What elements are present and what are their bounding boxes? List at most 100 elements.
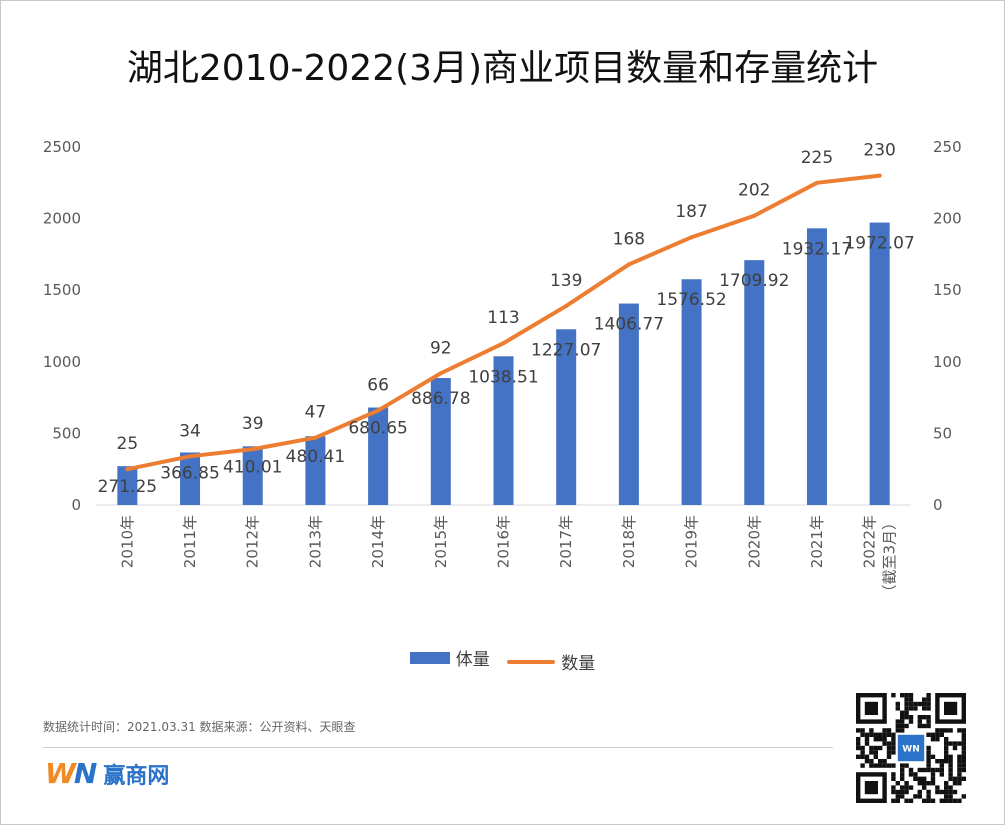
y-right-tick-label: 0 xyxy=(933,496,943,514)
brand-name: 赢商网 xyxy=(103,763,170,789)
x-tick-label-line: 2017年 xyxy=(557,515,575,568)
data-label-count: 25 xyxy=(117,434,139,454)
y-left-tick-label: 500 xyxy=(52,424,81,442)
data-label-volume: 1406.77 xyxy=(594,315,664,335)
combo-chart: 0 500 1000 1500 2000 2500 0 50 100 150 200 250 271.2… xyxy=(43,138,962,600)
data-label-count: 66 xyxy=(367,375,389,395)
x-tick-label: 2021年 xyxy=(808,515,826,568)
x-tick-label: 2019年 xyxy=(683,515,701,568)
x-tick-label: 2014年 xyxy=(369,515,387,568)
y-right-tick-label: 200 xyxy=(933,210,962,228)
x-tick-label: 2011年 xyxy=(181,515,199,568)
y-left-tick-label: 0 xyxy=(71,496,81,514)
y-right-tick-label: 150 xyxy=(933,281,962,299)
data-label-volume: 1932.17 xyxy=(782,239,852,259)
bar-volume xyxy=(242,446,263,505)
bar-volume xyxy=(493,356,514,505)
bar-volume xyxy=(556,329,577,505)
x-tick-label: 2022年 （截至3月） xyxy=(861,515,899,600)
y-right-tick-label: 50 xyxy=(933,424,952,442)
legend-swatch-volume xyxy=(409,651,450,664)
data-label-volume: 410.01 xyxy=(223,457,282,477)
data-label-count: 34 xyxy=(179,421,201,441)
x-tick-label: 2017年 xyxy=(557,515,575,568)
data-label-volume: 366.85 xyxy=(160,463,219,483)
x-tick-label-line: 2019年 xyxy=(683,515,701,568)
footer-divider xyxy=(43,747,833,748)
x-tick-label-line: 2015年 xyxy=(432,515,450,568)
bar-volume xyxy=(869,222,890,505)
data-label-volume: 1038.51 xyxy=(468,367,538,387)
legend-item-count: 数量 xyxy=(507,649,595,674)
x-tick-label-line: 2021年 xyxy=(808,515,826,568)
data-label-volume: 1972.07 xyxy=(844,234,914,254)
data-label-count: 187 xyxy=(675,202,707,222)
y-right-tick-label: 100 xyxy=(933,353,962,371)
bar-volume xyxy=(806,228,827,505)
x-tick-label-line: 2012年 xyxy=(244,515,262,568)
x-tick-label: 2015年 xyxy=(432,515,450,568)
data-label-volume: 271.25 xyxy=(98,477,157,497)
line-point-count xyxy=(188,454,193,459)
y-left-tick-label: 2000 xyxy=(43,210,81,228)
bar-volume xyxy=(117,466,138,505)
data-label-count: 225 xyxy=(801,148,833,168)
line-point-count xyxy=(313,435,318,440)
y-left-tick-label: 1500 xyxy=(43,281,81,299)
x-tick-label: 2020年 xyxy=(745,515,763,568)
data-label-volume: 1576.52 xyxy=(656,290,726,310)
data-label-count: 202 xyxy=(738,181,770,201)
x-tick-label-line: 2010年 xyxy=(118,515,136,568)
line-point-count xyxy=(814,180,819,185)
line-point-count xyxy=(501,341,506,346)
bar-volume xyxy=(681,279,702,505)
data-label-count: 113 xyxy=(487,308,519,328)
line-point-count xyxy=(752,213,757,218)
x-tick-label: 2012年 xyxy=(244,515,262,568)
data-label-count: 47 xyxy=(305,403,327,423)
data-label-volume: 1227.07 xyxy=(531,340,601,360)
qr-center-label: WN xyxy=(902,745,919,755)
line-point-count xyxy=(626,262,631,267)
legend-label-volume: 体量 xyxy=(455,650,490,670)
legend-swatch-count xyxy=(507,659,556,664)
x-tick-label-line: （截至3月） xyxy=(881,515,899,600)
line-point-count xyxy=(689,235,694,240)
chart-title: 湖北2010-2022(3月)商业项目数量和存量统计 xyxy=(126,48,879,89)
data-label-volume: 1709.92 xyxy=(719,271,789,291)
line-point-count xyxy=(564,303,569,308)
bar-volume xyxy=(618,303,639,505)
line-point-count xyxy=(376,408,381,413)
bar-volume xyxy=(180,452,201,505)
qr-code-icon: WN xyxy=(856,693,966,803)
line-point-count xyxy=(250,447,255,452)
x-tick-label: 2013年 xyxy=(306,515,324,568)
legend-label-count: 数量 xyxy=(561,654,596,674)
data-label-count: 139 xyxy=(550,271,582,291)
brand-mark-icon: WN xyxy=(45,757,97,790)
data-label-count: 230 xyxy=(863,141,895,161)
line-point-count xyxy=(438,371,443,376)
x-tick-label: 2016年 xyxy=(495,515,513,568)
y-right-tick-label: 250 xyxy=(933,138,962,156)
line-point-count xyxy=(877,173,882,178)
x-tick-label-line: 2018年 xyxy=(620,515,638,568)
x-tick-label-line: 2011年 xyxy=(181,515,199,568)
legend: 体量 数量 xyxy=(1,645,1004,674)
legend-item-volume: 体量 xyxy=(409,645,490,670)
x-tick-label-line: 2013年 xyxy=(306,515,324,568)
data-label-count: 39 xyxy=(242,414,264,434)
data-label-count: 92 xyxy=(430,338,452,358)
brand-logo: WN 赢商网 xyxy=(45,757,169,790)
data-source-note: 数据统计时间：2021.03.31 数据来源：公开资料、天眼查 xyxy=(43,720,356,734)
x-tick-label-line: 2014年 xyxy=(369,515,387,568)
line-point-count xyxy=(125,467,130,472)
x-tick-label-line: 2016年 xyxy=(495,515,513,568)
data-label-count: 168 xyxy=(613,229,645,249)
bar-volume xyxy=(368,407,389,505)
data-label-volume: 886.78 xyxy=(411,389,470,409)
bar-volume xyxy=(305,436,326,505)
data-label-volume: 480.41 xyxy=(286,447,345,467)
x-tick-label-line: 2020年 xyxy=(745,515,763,568)
